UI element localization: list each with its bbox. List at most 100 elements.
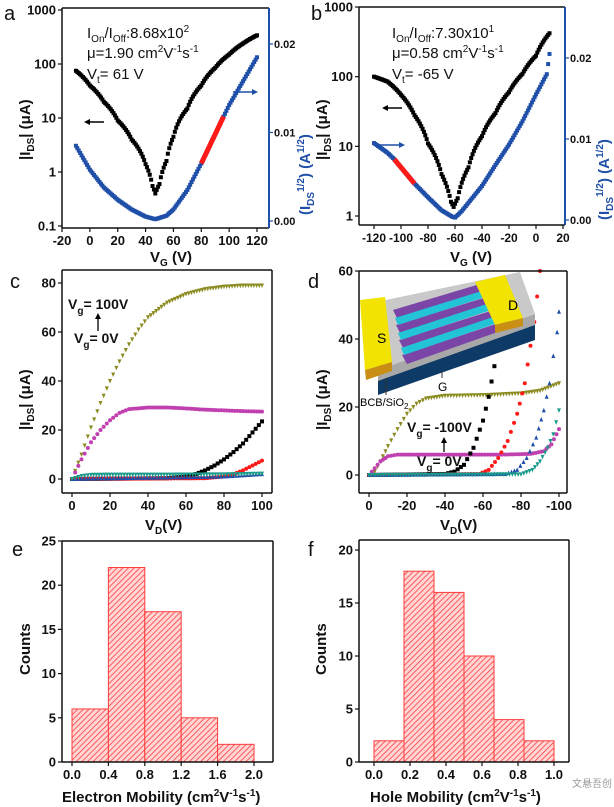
data-point [527, 390, 532, 395]
data-point [395, 427, 400, 432]
data-point [409, 452, 414, 457]
data-point [162, 302, 167, 308]
data-point [229, 98, 234, 103]
threshold-annotation: Vt= -65 V [392, 66, 454, 86]
data-point [157, 181, 162, 186]
y-tick-label: 10 [42, 666, 56, 681]
data-point [424, 137, 429, 142]
data-point [520, 71, 525, 76]
data-point [372, 472, 377, 478]
y-tick-label: 1 [346, 209, 353, 224]
data-point [517, 452, 522, 457]
right-arrow-icon [376, 142, 405, 148]
drain-label: D [508, 297, 518, 313]
data-point [443, 393, 447, 399]
data-point [83, 160, 88, 165]
data-point [438, 472, 443, 478]
data-point [145, 475, 150, 480]
data-point [495, 392, 500, 397]
data-point [193, 472, 198, 477]
data-point [398, 452, 403, 457]
data-point [457, 452, 462, 457]
data-point [139, 475, 144, 480]
data-point [384, 472, 389, 478]
data-point [447, 193, 452, 198]
data-point [525, 362, 530, 367]
data-point [483, 469, 488, 474]
data-point [508, 452, 513, 457]
data-point [497, 103, 502, 108]
data-point [172, 129, 177, 134]
data-point [250, 430, 255, 435]
data-point [392, 432, 397, 438]
data-point [156, 184, 161, 189]
data-point [117, 410, 122, 415]
data-point [189, 180, 194, 185]
data-point [463, 170, 468, 175]
data-point [130, 337, 135, 342]
data-point [255, 33, 259, 38]
data-point [184, 292, 188, 297]
x-axis-label: VG (V) [450, 249, 492, 269]
y-tick-label-right: 0.01 [274, 128, 295, 140]
y-tick-label: 0 [49, 755, 56, 770]
data-point [419, 124, 424, 129]
data-point [232, 283, 237, 289]
x-tick-label: 20 [556, 231, 570, 245]
data-point [547, 31, 552, 36]
data-point [227, 284, 232, 289]
data-point [420, 452, 425, 457]
data-point [253, 461, 258, 466]
data-point [529, 100, 534, 105]
data-point [372, 466, 377, 471]
data-point [153, 475, 158, 480]
data-point [159, 304, 164, 310]
data-point [412, 472, 417, 478]
data-point [173, 472, 178, 478]
data-point [142, 475, 147, 480]
data-point [199, 83, 204, 88]
data-point [423, 133, 428, 138]
data-point [108, 418, 112, 423]
x-tick-label: 2.0 [245, 767, 263, 782]
data-point [386, 454, 390, 459]
data-point [531, 97, 536, 102]
y-axis-label: Counts [17, 623, 34, 675]
data-point [194, 289, 199, 294]
data-point [127, 472, 132, 478]
data-point [508, 87, 513, 92]
data-point [168, 141, 173, 146]
data-point [505, 144, 510, 149]
data-point [369, 469, 374, 474]
data-point [260, 471, 264, 477]
series-5 [70, 471, 264, 481]
data-point [401, 472, 406, 478]
data-point [120, 353, 125, 359]
data-point [462, 173, 467, 178]
data-point [401, 416, 406, 422]
data-point [481, 181, 486, 186]
data-point [418, 472, 423, 478]
data-point [429, 452, 434, 457]
data-point [200, 287, 205, 293]
data-point [502, 444, 507, 449]
data-point [231, 95, 236, 100]
data-point [195, 169, 200, 174]
threshold-annotation: Vt= 61 V [87, 66, 144, 86]
data-point [485, 122, 490, 127]
data-point [443, 452, 447, 457]
data-point [242, 76, 247, 81]
data-point [136, 327, 141, 333]
data-point [219, 285, 224, 290]
chart-panel-c: 0 20 40 60 80 100 0 20 40 60 80 [42, 269, 273, 513]
data-point [136, 146, 141, 151]
data-point [111, 111, 116, 116]
data-point [448, 452, 453, 457]
data-point [237, 444, 242, 449]
data-point [159, 472, 164, 478]
data-point [518, 463, 523, 468]
data-point [367, 473, 371, 478]
data-point [517, 401, 522, 406]
data-point [154, 187, 159, 192]
data-point [551, 353, 556, 358]
